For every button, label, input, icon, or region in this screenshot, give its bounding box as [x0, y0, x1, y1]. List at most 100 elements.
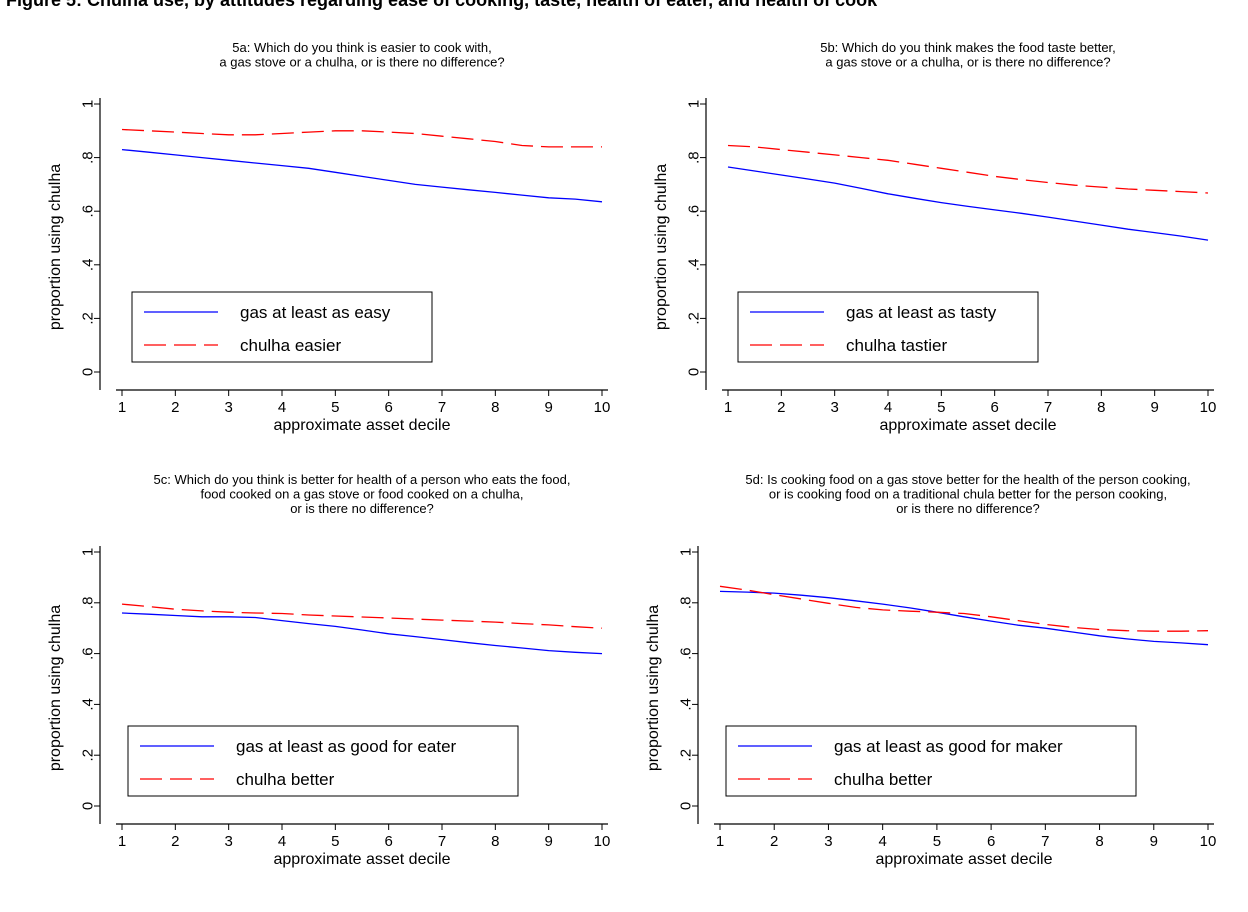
x-tick-label: 1 [118, 399, 126, 416]
series-line-blue-solid [719, 590, 1209, 646]
chart-title-line: a gas stove or a chulha, or is there no … [825, 54, 1110, 69]
chart-title-line: a gas stove or a chulha, or is there no … [219, 54, 504, 69]
chart-5b-svg: 5b: Which do you think makes the food ta… [653, 40, 1217, 434]
legend-label: gas at least as easy [240, 303, 391, 322]
chart-title: 5c: Which do you think is better for hea… [154, 472, 571, 516]
y-tick-label: .2 [678, 749, 695, 762]
legend-box [131, 291, 433, 363]
x-tick-label: 3 [830, 399, 838, 416]
chart-5b: 5b: Which do you think makes the food ta… [606, 40, 1230, 480]
x-tick-label: 9 [1150, 399, 1158, 416]
y-tick-label: .4 [80, 259, 97, 272]
figure-caption: Figure 5: Chulha use, by attitudes regar… [6, 0, 878, 10]
x-tick-label: 8 [1097, 399, 1105, 416]
chart-title-line: 5c: Which do you think is better for hea… [154, 472, 571, 487]
x-tick-label: 2 [171, 833, 179, 850]
x-axis-label: approximate asset decile [274, 851, 451, 868]
x-tick-label: 5 [933, 833, 941, 850]
x-tick-label: 2 [777, 399, 785, 416]
series-line-red-dashed [121, 603, 603, 629]
series-line-red-dashed [719, 585, 1209, 632]
y-tick-label: 1 [686, 100, 703, 108]
chart-title: 5b: Which do you think makes the food ta… [820, 40, 1116, 69]
chart-5d: 5d: Is cooking food on a gas stove bette… [606, 472, 1230, 912]
chart-title-line: or is there no difference? [896, 501, 1040, 516]
y-tick-label: .2 [686, 312, 703, 325]
chart-title-line: or is there no difference? [290, 501, 434, 516]
y-tick-label: .6 [678, 647, 695, 660]
x-tick-label: 4 [884, 399, 892, 416]
legend-label: chulha tastier [846, 336, 947, 355]
x-tick-label: 1 [724, 399, 732, 416]
x-tick-label: 8 [1095, 833, 1103, 850]
legend-label: gas at least as good for maker [834, 737, 1063, 756]
chart-5c-svg: 5c: Which do you think is better for hea… [47, 472, 611, 868]
x-tick-label: 10 [594, 833, 611, 850]
y-tick-label: 0 [80, 368, 97, 376]
x-tick-label: 6 [990, 399, 998, 416]
y-tick-label: .4 [686, 259, 703, 272]
x-tick-label: 7 [1041, 833, 1049, 850]
y-tick-label: .2 [80, 749, 97, 762]
series-line-red-dashed [121, 128, 602, 148]
y-tick-label: .8 [678, 597, 695, 610]
y-tick-label: .6 [80, 205, 97, 218]
legend-box [725, 725, 1137, 797]
chart-title-line: food cooked on a gas stove or food cooke… [200, 486, 523, 501]
x-tick-label: 7 [1044, 399, 1052, 416]
y-tick-label: .4 [80, 698, 97, 711]
y-tick-label: .6 [686, 205, 703, 218]
chart-title-line: 5b: Which do you think makes the food ta… [820, 40, 1116, 55]
y-axis-label: proportion using chulha [47, 164, 64, 330]
legend-box [737, 291, 1039, 363]
x-tick-label: 5 [331, 399, 339, 416]
y-tick-label: 0 [686, 368, 703, 376]
y-tick-label: 1 [678, 548, 695, 556]
x-tick-label: 8 [491, 399, 499, 416]
chart-5c: 5c: Which do you think is better for hea… [0, 472, 624, 912]
series-line-blue-solid [727, 166, 1209, 241]
x-tick-label: 10 [594, 399, 611, 416]
legend-label: chulha better [834, 770, 933, 789]
x-tick-label: 4 [878, 833, 886, 850]
series-line-blue-solid [121, 612, 603, 655]
chart-title-line: 5d: Is cooking food on a gas stove bette… [745, 472, 1190, 487]
x-tick-label: 7 [438, 399, 446, 416]
y-tick-label: .8 [686, 151, 703, 164]
x-tick-label: 1 [118, 833, 126, 850]
x-tick-label: 10 [1200, 833, 1217, 850]
chart-title-line: or is cooking food on a traditional chul… [769, 486, 1167, 501]
series-line-red-dashed [727, 144, 1209, 194]
legend-label: gas at least as tasty [846, 303, 997, 322]
x-tick-label: 9 [1150, 833, 1158, 850]
y-axis-label: proportion using chulha [653, 164, 670, 330]
x-axis-label: approximate asset decile [274, 417, 451, 434]
chart-title-line: 5a: Which do you think is easier to cook… [232, 40, 491, 55]
x-tick-label: 2 [171, 399, 179, 416]
x-tick-label: 4 [278, 399, 286, 416]
legend-box [127, 725, 519, 797]
y-tick-label: .8 [80, 597, 97, 610]
x-tick-label: 4 [278, 833, 286, 850]
x-tick-label: 5 [937, 399, 945, 416]
x-tick-label: 3 [224, 833, 232, 850]
y-axis-label: proportion using chulha [645, 605, 662, 771]
y-tick-label: 0 [80, 802, 97, 810]
x-tick-label: 7 [438, 833, 446, 850]
x-tick-label: 10 [1200, 399, 1217, 416]
x-tick-label: 9 [544, 833, 552, 850]
x-axis-label: approximate asset decile [876, 851, 1053, 868]
chart-title: 5d: Is cooking food on a gas stove bette… [745, 472, 1190, 516]
x-tick-label: 3 [224, 399, 232, 416]
x-tick-label: 1 [716, 833, 724, 850]
y-tick-label: .6 [80, 647, 97, 660]
y-tick-label: .4 [678, 698, 695, 711]
x-tick-label: 5 [331, 833, 339, 850]
chart-5a-svg: 5a: Which do you think is easier to cook… [47, 40, 611, 434]
legend-label: gas at least as good for eater [236, 737, 457, 756]
y-tick-label: .8 [80, 151, 97, 164]
y-tick-label: 1 [80, 100, 97, 108]
chart-5a: 5a: Which do you think is easier to cook… [0, 40, 624, 480]
chart-title: 5a: Which do you think is easier to cook… [219, 40, 504, 69]
x-tick-label: 9 [544, 399, 552, 416]
